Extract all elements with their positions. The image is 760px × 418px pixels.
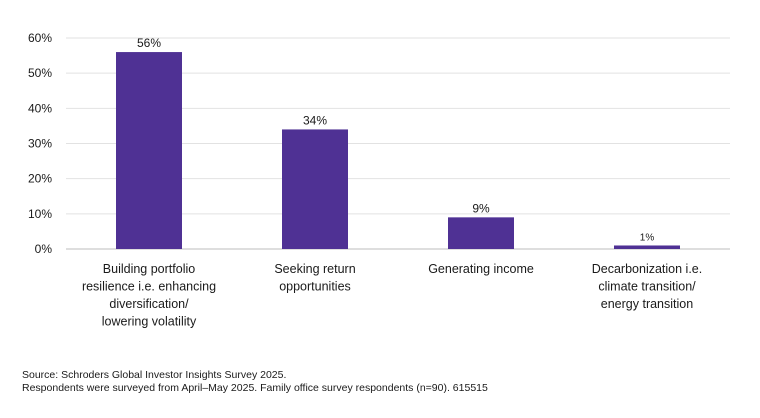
y-tick-label: 40% (28, 101, 52, 115)
x-tick-label: Decarbonization i.e. climate transition/e… (592, 262, 702, 311)
y-tick-label: 50% (28, 66, 52, 80)
data-label: 9% (472, 201, 490, 215)
x-tick-label: Building portfolio resilience i.e. enhanc… (82, 262, 216, 329)
y-tick-label: 60% (28, 31, 52, 45)
y-tick-label: 30% (28, 137, 52, 151)
y-tick-label: 0% (35, 242, 53, 256)
y-tick-label: 10% (28, 207, 52, 221)
bar (116, 52, 182, 249)
y-tick-label: 20% (28, 172, 52, 186)
bar-chart: 0% 10% 20% 30% 40% 50% 60% 56% 34% 9% 1% Building… (28, 31, 730, 329)
bars (116, 52, 680, 249)
data-label: 34% (303, 113, 327, 127)
x-tick-label: Seeking return opportunities (274, 262, 355, 294)
data-label: 1% (640, 232, 655, 243)
bar (448, 217, 514, 249)
bar (282, 129, 348, 249)
y-axis: 0% 10% 20% 30% 40% 50% 60% (28, 31, 52, 256)
source-note: Source: Schroders Global Investor Insigh… (22, 369, 488, 395)
x-tick-label: Generating income (428, 262, 534, 276)
data-label: 56% (137, 36, 161, 50)
x-axis: Building portfolio resilience i.e. enhanc… (82, 262, 702, 329)
data-labels: 56% 34% 9% 1% (137, 36, 654, 243)
bar (614, 245, 680, 249)
source-line-2: Respondents were surveyed from April–May… (22, 382, 488, 394)
source-line-1: Source: Schroders Global Investor Insigh… (22, 369, 287, 381)
